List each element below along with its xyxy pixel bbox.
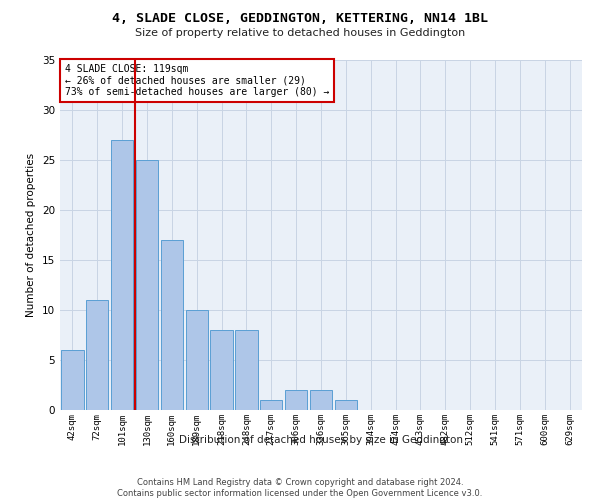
Bar (111, 140, 133, 410)
Bar (86, 300, 109, 410)
Bar (310, 390, 332, 410)
Bar (211, 330, 233, 410)
Bar (335, 400, 357, 410)
Bar (161, 240, 183, 410)
Bar (285, 390, 307, 410)
Bar (136, 160, 158, 410)
Text: Distribution of detached houses by size in Geddington: Distribution of detached houses by size … (179, 435, 463, 445)
Y-axis label: Number of detached properties: Number of detached properties (26, 153, 37, 317)
Bar (235, 330, 257, 410)
Bar (61, 350, 83, 410)
Bar (260, 400, 283, 410)
Text: 4 SLADE CLOSE: 119sqm
← 26% of detached houses are smaller (29)
73% of semi-deta: 4 SLADE CLOSE: 119sqm ← 26% of detached … (65, 64, 329, 96)
Text: Contains HM Land Registry data © Crown copyright and database right 2024.
Contai: Contains HM Land Registry data © Crown c… (118, 478, 482, 498)
Text: 4, SLADE CLOSE, GEDDINGTON, KETTERING, NN14 1BL: 4, SLADE CLOSE, GEDDINGTON, KETTERING, N… (112, 12, 488, 26)
Bar (185, 310, 208, 410)
Text: Size of property relative to detached houses in Geddington: Size of property relative to detached ho… (135, 28, 465, 38)
